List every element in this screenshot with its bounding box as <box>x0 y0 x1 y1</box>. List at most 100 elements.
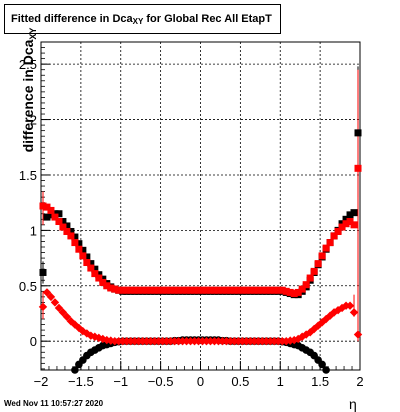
data-point-square <box>83 259 91 267</box>
data-point-square <box>322 244 330 252</box>
data-point-square <box>314 260 322 268</box>
data-point-square <box>143 286 151 294</box>
data-point-square <box>67 232 75 240</box>
data-point-square <box>55 218 63 226</box>
data-point-square <box>310 267 318 275</box>
data-point-square <box>298 285 306 293</box>
data-point-square <box>91 270 99 278</box>
data-point-square <box>67 227 75 235</box>
data-point-square <box>290 290 298 298</box>
data-point-square <box>191 286 199 294</box>
data-point-diamond <box>353 330 363 339</box>
data-point-square <box>338 223 346 231</box>
data-point-diamond <box>82 329 92 338</box>
data-point-square <box>334 227 342 235</box>
data-point-square <box>39 268 47 276</box>
data-point-square <box>131 286 139 294</box>
x-axis-label: η <box>349 396 357 412</box>
chart-title-subscript: XY <box>132 17 144 26</box>
y-tick-label: 1 <box>30 223 37 238</box>
data-point-circle <box>71 366 79 374</box>
chart-title-suffix: for Global Rec All EtapT <box>143 13 272 25</box>
data-point-diamond <box>46 292 56 302</box>
data-point-square <box>79 246 87 254</box>
data-point-diamond <box>38 302 48 312</box>
data-point-diamond <box>58 308 68 317</box>
data-point-square <box>250 286 258 294</box>
data-point-square <box>175 286 183 294</box>
data-point-square <box>183 286 191 294</box>
data-point-square <box>123 286 131 294</box>
data-point-square <box>326 239 334 247</box>
data-point-square <box>238 286 246 294</box>
data-point-square <box>210 286 218 294</box>
data-point-square <box>206 286 214 294</box>
data-point-square <box>266 286 274 294</box>
x-tick-label: −1.5 <box>68 374 94 389</box>
footer-timestamp: Wed Nov 11 10:57:27 2020 <box>4 399 104 408</box>
data-point-square <box>111 285 119 293</box>
data-point-square <box>71 233 79 241</box>
x-tick-label: 1.5 <box>311 374 329 389</box>
data-point-square <box>119 286 127 294</box>
data-point-square <box>354 129 362 137</box>
data-point-square <box>282 287 290 295</box>
data-point-square <box>302 281 310 289</box>
data-point-square <box>179 286 187 294</box>
data-point-diamond <box>54 303 64 313</box>
data-point-square <box>171 286 179 294</box>
data-point-square <box>262 286 270 294</box>
data-point-square <box>127 286 135 294</box>
data-point-square <box>159 286 167 294</box>
data-point-square <box>350 221 358 229</box>
data-point-square <box>354 164 362 172</box>
data-point-square <box>242 286 250 294</box>
data-point-square <box>226 286 234 294</box>
x-tick-label: 1 <box>277 374 284 389</box>
data-point-square <box>214 286 222 294</box>
data-point-square <box>306 274 314 282</box>
data-point-square <box>43 203 51 211</box>
axis-ticks: −2 −1.5 −1 −0.5 0 0.5 1 1.5 2 0 0.5 1 1.5 2 2.5 <box>19 41 364 389</box>
data-point-square <box>202 286 210 294</box>
data-point-square <box>218 286 226 294</box>
data-point-square <box>258 286 266 294</box>
data-point-square <box>195 286 203 294</box>
data-point-diamond <box>345 301 355 310</box>
data-point-square <box>43 213 51 221</box>
y-tick-label: 0.5 <box>19 279 37 294</box>
data-point-square <box>346 211 354 219</box>
x-tick-label: 0 <box>197 374 204 389</box>
data-point-square <box>155 286 163 294</box>
data-point-square <box>163 286 171 294</box>
data-point-square <box>151 286 159 294</box>
data-point-square <box>330 232 338 240</box>
data-point-circle <box>322 366 330 374</box>
data-point-square <box>95 274 103 282</box>
data-point-square <box>270 286 278 294</box>
data-point-square <box>294 288 302 296</box>
data-point-square <box>51 213 59 221</box>
data-point-square <box>198 286 206 294</box>
data-point-square <box>222 286 230 294</box>
data-point-square <box>63 227 71 235</box>
data-point-diamond <box>42 288 52 297</box>
data-point-square <box>234 286 242 294</box>
data-point-square <box>55 210 63 218</box>
data-point-diamond <box>349 308 359 317</box>
data-point-square <box>350 209 358 217</box>
data-point-square <box>274 286 282 294</box>
data-point-diamond <box>62 312 72 322</box>
y-tick-label: 2 <box>30 113 37 128</box>
data-point-square <box>79 252 87 260</box>
x-tick-label: −2 <box>34 374 49 389</box>
data-point-square <box>342 215 350 223</box>
data-point-square <box>75 245 83 253</box>
grid-lines <box>41 42 360 370</box>
y-axis-label-text: difference in Dca <box>20 39 36 153</box>
y-tick-label: 1.5 <box>19 168 37 183</box>
x-tick-label: 2 <box>356 374 363 389</box>
data-point-square <box>71 239 79 247</box>
data-point-square <box>107 284 115 292</box>
